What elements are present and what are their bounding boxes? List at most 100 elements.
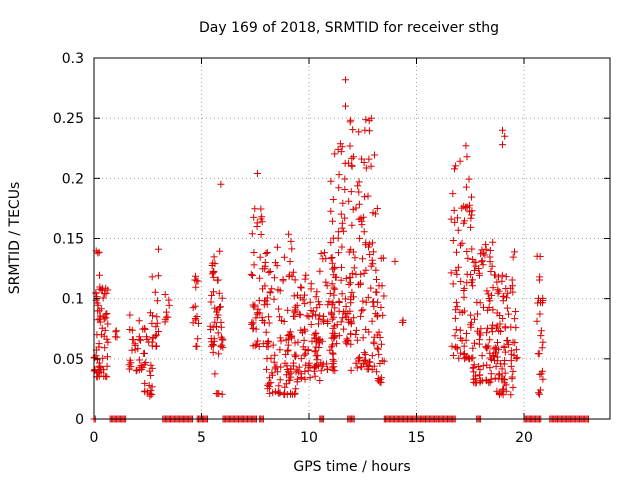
data-point: [497, 360, 505, 368]
data-point: [372, 288, 380, 296]
data-point: [96, 271, 103, 279]
data-point: [467, 323, 475, 331]
data-point: [474, 310, 481, 318]
data-point: [140, 360, 148, 368]
y-axis-label: SRMTID / TECUs: [7, 182, 23, 295]
data-point: [367, 284, 375, 292]
data-point: [478, 246, 486, 254]
data-point: [329, 217, 336, 225]
data-point: [350, 153, 357, 161]
data-point: [494, 289, 502, 297]
data-point: [451, 218, 459, 226]
data-point: [302, 361, 310, 369]
data-point: [296, 311, 304, 319]
data-point: [252, 314, 260, 322]
data-point: [504, 289, 512, 297]
data-point: [126, 326, 134, 333]
data-point: [360, 228, 368, 236]
data-point: [102, 289, 110, 297]
data-point: [502, 273, 510, 281]
data-point: [373, 368, 381, 376]
data-point: [537, 299, 544, 306]
data-point: [470, 378, 478, 386]
data-point: [326, 346, 334, 354]
data-point: [509, 253, 517, 261]
data-point: [263, 294, 271, 302]
data-point: [352, 204, 360, 212]
data-point: [153, 342, 161, 350]
data-point: [505, 341, 513, 349]
data-point: [489, 321, 497, 329]
y-tick-label: 0.3: [62, 51, 84, 67]
data-point: [300, 336, 308, 344]
data-point: [345, 281, 353, 288]
data-point: [380, 357, 388, 365]
data-point: [364, 192, 372, 200]
data-point: [373, 276, 380, 283]
data-point: [271, 351, 279, 359]
data-point: [341, 175, 349, 183]
data-point: [97, 305, 105, 313]
data-point: [307, 321, 315, 328]
data-point: [314, 298, 322, 306]
data-point: [322, 278, 330, 286]
data-point: [486, 336, 494, 344]
x-tick-label: 20: [515, 430, 533, 446]
data-point: [378, 282, 386, 290]
data-point: [359, 334, 367, 342]
data-point: [313, 304, 321, 312]
data-point: [250, 249, 258, 256]
data-point: [312, 330, 320, 338]
data-point: [210, 253, 218, 261]
data-point: [297, 326, 305, 334]
data-point: [537, 327, 545, 335]
data-point: [287, 365, 295, 373]
data-point: [478, 352, 486, 360]
data-point: [99, 354, 107, 362]
data-point: [357, 312, 365, 320]
data-point: [316, 301, 324, 309]
data-point: [253, 170, 261, 177]
y-tick-label: 0.25: [53, 111, 84, 127]
x-tick-label: 15: [408, 430, 426, 446]
data-point: [291, 353, 299, 361]
data-point: [489, 284, 497, 292]
data-point: [334, 145, 342, 153]
data-point: [471, 267, 478, 274]
data-point: [113, 333, 121, 341]
data-point: [165, 296, 173, 304]
data-point: [487, 268, 495, 275]
data-point: [287, 389, 295, 397]
data-point: [276, 376, 284, 384]
data-point: [476, 336, 483, 344]
data-point: [512, 346, 520, 354]
data-point: [254, 309, 262, 317]
data-point: [333, 321, 341, 329]
data-point: [266, 268, 274, 275]
data-point: [477, 331, 485, 339]
data-point: [291, 339, 299, 347]
data-point: [250, 261, 258, 269]
data-point: [350, 314, 358, 322]
x-tick-label: 10: [300, 430, 318, 446]
data-point: [355, 200, 363, 208]
data-point: [301, 300, 309, 308]
data-point: [96, 318, 104, 326]
data-point: [256, 274, 264, 282]
data-point: [536, 310, 544, 318]
data-point: [498, 277, 506, 285]
data-point: [147, 372, 155, 379]
data-point: [211, 370, 219, 378]
data-point: [255, 343, 263, 350]
data-point: [456, 157, 464, 165]
data-point: [316, 377, 324, 384]
data-point: [374, 298, 382, 306]
data-point: [463, 353, 471, 361]
data-point: [328, 343, 336, 351]
data-point: [375, 350, 383, 358]
data-point: [489, 238, 497, 246]
data-point: [290, 292, 298, 300]
data-point: [311, 372, 319, 380]
data-point: [335, 184, 343, 192]
data-point: [367, 162, 375, 170]
